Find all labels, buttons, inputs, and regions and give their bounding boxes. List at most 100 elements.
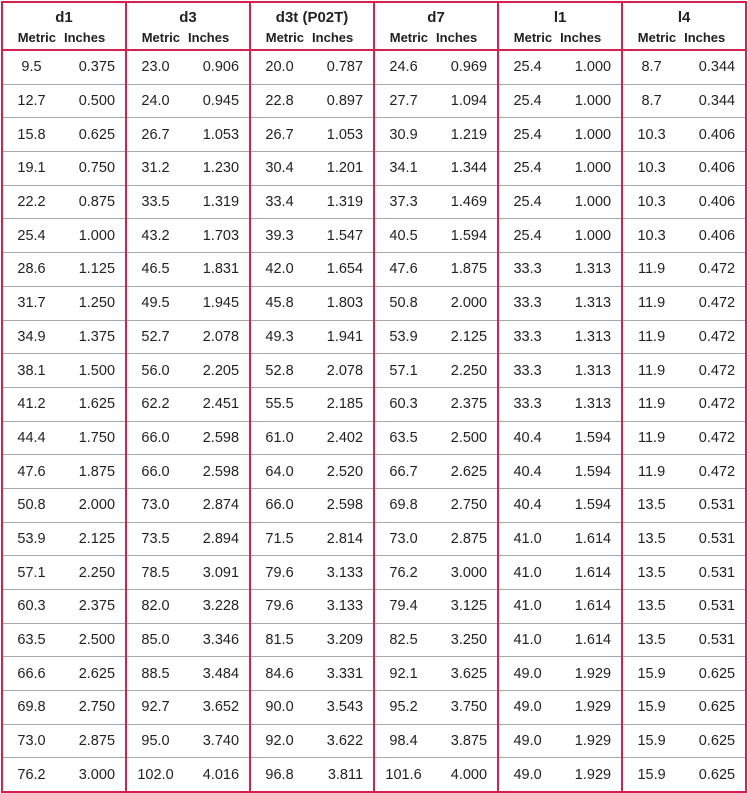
metric-cell: 66.0 [125,454,185,489]
metric-cell: 13.5 [621,589,681,624]
inches-cell: 0.787 [308,50,376,85]
inches-cell: 2.250 [60,555,128,590]
metric-cell: 22.2 [1,185,60,220]
metric-cell: 13.5 [621,623,681,658]
table-row: 53.9 2.125 73.5 2.894 71.5 2.814 73.0 2.875 41.0… [1,522,748,557]
metric-cell: 85.0 [125,623,185,658]
inches-cell: 1.125 [60,252,128,287]
metric-cell: 22.8 [249,84,309,119]
metric-cell: 53.9 [373,320,433,355]
inches-cell: 1.929 [556,757,624,793]
inches-cell: 0.472 [680,286,748,321]
inches-cell: 2.000 [432,286,500,321]
metric-cell: 57.1 [1,555,60,590]
metric-cell: 25.4 [497,84,557,119]
metric-cell: 49.0 [497,656,557,692]
inches-subheader: Inches [556,27,624,51]
metric-cell: 25.4 [497,117,557,153]
metric-cell: 15.8 [1,117,60,153]
inches-cell: 2.750 [60,690,128,725]
inches-cell: 0.472 [680,353,748,388]
metric-cell: 73.0 [125,488,185,523]
inches-cell: 1.929 [556,690,624,725]
metric-cell: 92.0 [249,724,309,759]
metric-cell: 52.8 [249,353,309,388]
inches-cell: 1.053 [184,117,252,153]
metric-cell: 8.7 [621,84,681,119]
inches-cell: 1.594 [556,421,624,456]
inches-cell: 0.406 [680,218,748,254]
inches-subheader: Inches [60,27,128,51]
metric-subheader: Metric [373,27,433,51]
metric-cell: 40.5 [373,218,433,254]
inches-cell: 0.625 [680,690,748,725]
metric-cell: 52.7 [125,320,185,355]
metric-cell: 73.5 [125,522,185,557]
column-group-header: l1 [497,1,624,27]
metric-cell: 41.0 [497,522,557,557]
metric-cell: 15.9 [621,757,681,793]
inches-cell: 3.250 [432,623,500,658]
metric-subheader: Metric [621,27,681,51]
metric-cell: 66.7 [373,454,433,489]
metric-cell: 81.5 [249,623,309,658]
metric-cell: 62.2 [125,387,185,422]
inches-cell: 0.406 [680,117,748,153]
metric-cell: 46.5 [125,252,185,287]
inches-cell: 3.000 [60,757,128,793]
inches-cell: 0.472 [680,320,748,355]
inches-cell: 3.543 [308,690,376,725]
metric-cell: 76.2 [1,757,60,793]
metric-cell: 11.9 [621,353,681,388]
table-row: 73.0 2.875 95.0 3.740 92.0 3.622 98.4 3.875 49.0… [1,724,748,759]
metric-cell: 44.4 [1,421,60,456]
inches-cell: 1.614 [556,623,624,658]
inches-cell: 2.500 [60,623,128,658]
inches-cell: 1.313 [556,286,624,321]
metric-cell: 41.0 [497,555,557,590]
inches-cell: 1.319 [184,185,252,220]
metric-cell: 25.4 [497,185,557,220]
metric-cell: 49.3 [249,320,309,355]
inches-cell: 2.520 [308,454,376,489]
inches-cell: 3.875 [432,724,500,759]
metric-cell: 28.6 [1,252,60,287]
inches-cell: 1.000 [556,84,624,119]
metric-cell: 25.4 [497,151,557,186]
metric-cell: 95.0 [125,724,185,759]
inches-cell: 1.000 [556,185,624,220]
metric-cell: 10.3 [621,117,681,153]
metric-subheader: Metric [125,27,185,51]
metric-cell: 88.5 [125,656,185,692]
inches-cell: 3.484 [184,656,252,692]
metric-cell: 25.4 [497,218,557,254]
metric-cell: 25.4 [497,50,557,85]
metric-cell: 49.0 [497,757,557,793]
inches-cell: 2.598 [308,488,376,523]
inches-cell: 1.313 [556,252,624,287]
inches-cell: 2.375 [60,589,128,624]
inches-cell: 0.625 [680,656,748,692]
metric-cell: 57.1 [373,353,433,388]
metric-cell: 39.3 [249,218,309,254]
metric-cell: 41.0 [497,623,557,658]
inches-cell: 1.945 [184,286,252,321]
inches-cell: 2.125 [60,522,128,557]
metric-cell: 33.3 [497,286,557,321]
inches-cell: 2.814 [308,522,376,557]
table-row: 50.8 2.000 73.0 2.874 66.0 2.598 69.8 2.750 40.4… [1,488,748,523]
inches-cell: 0.472 [680,252,748,287]
metric-cell: 30.4 [249,151,309,186]
metric-cell: 11.9 [621,320,681,355]
inches-cell: 2.625 [60,656,128,692]
inches-cell: 1.000 [556,117,624,153]
inches-cell: 0.945 [184,84,252,119]
metric-cell: 23.0 [125,50,185,85]
inches-cell: 0.531 [680,555,748,590]
metric-cell: 13.5 [621,555,681,590]
inches-cell: 1.594 [556,488,624,523]
inches-cell: 0.531 [680,623,748,658]
metric-cell: 79.6 [249,555,309,590]
metric-cell: 63.5 [373,421,433,456]
table-row: 25.4 1.000 43.2 1.703 39.3 1.547 40.5 1.594 25.4… [1,218,748,254]
